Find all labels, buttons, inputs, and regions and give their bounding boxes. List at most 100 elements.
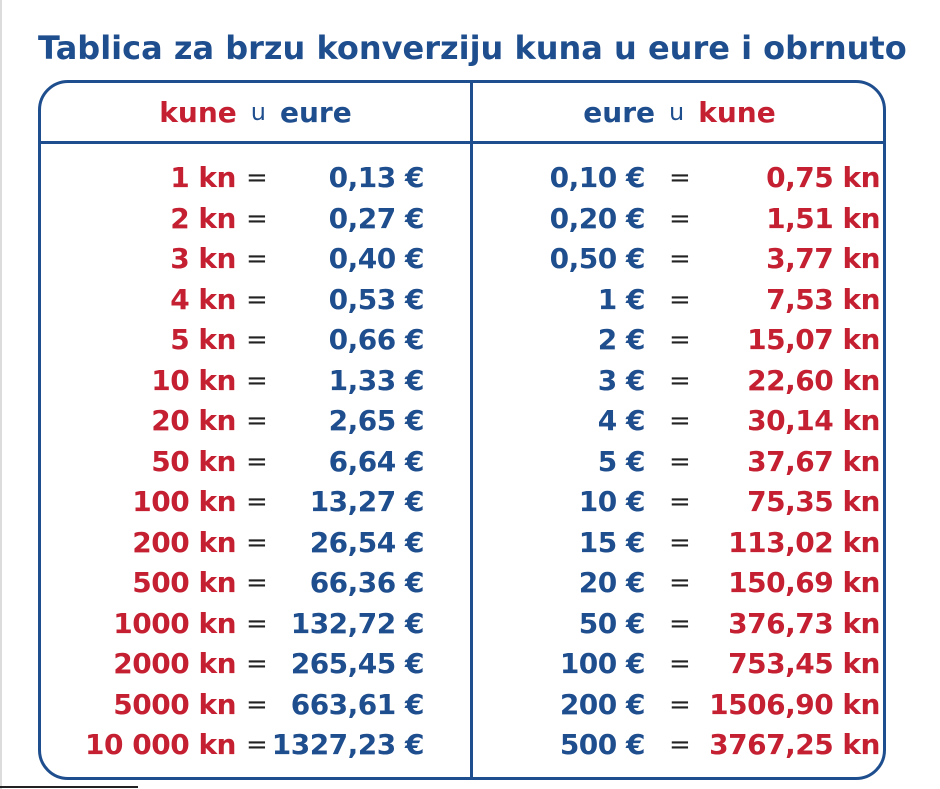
row-eur-value: 1,33 €	[328, 363, 425, 397]
row-eur-value: 20 €	[578, 566, 646, 599]
table-row: 0,10 € = 0,75 kn	[473, 158, 886, 199]
row-eur-value: 0,13 €	[328, 161, 425, 194]
table-row: 1 kn = 0,13 €	[41, 158, 470, 199]
table-row: 200 kn = 26,54 €	[41, 523, 470, 564]
row-kn-value: 7,53 kn	[766, 282, 880, 316]
row-kn-value: 113,02 kn	[728, 525, 880, 559]
equals-sign: =	[669, 406, 691, 436]
table-row: 20 kn = 2,65 €	[41, 401, 470, 442]
equals-sign: =	[669, 730, 691, 760]
row-kn-value: 0,75 kn	[766, 161, 880, 194]
row-kn-value: 1,51 kn	[766, 201, 880, 235]
row-eur-value: 26,54 €	[309, 525, 425, 559]
row-eur-value: 1 €	[597, 282, 646, 316]
row-kn-value: 22,60 kn	[747, 363, 880, 397]
row-eur-value: 66,36 €	[309, 566, 425, 599]
row-eur-value: 2 €	[597, 323, 646, 356]
row-eur-value: 0,40 €	[328, 242, 425, 275]
table-row: 15 € = 113,02 kn	[473, 523, 886, 564]
equals-sign: =	[246, 689, 268, 720]
table-row: 1 € = 7,53 kn	[473, 280, 886, 321]
equals-sign: =	[669, 527, 691, 558]
table-row: 50 € = 376,73 kn	[473, 604, 886, 645]
equals-sign: =	[246, 203, 268, 234]
equals-sign: =	[246, 406, 268, 436]
row-kn-value: 10 000 kn	[85, 728, 236, 761]
table-row: 0,20 € = 1,51 kn	[473, 199, 886, 240]
row-eur-value: 265,45 €	[290, 647, 425, 680]
header-left-word: u	[250, 98, 266, 126]
row-kn-value: 4 kn	[170, 282, 236, 316]
table-row: 100 € = 753,45 kn	[473, 644, 886, 685]
equals-sign: =	[246, 608, 268, 639]
table-row: 3 kn = 0,40 €	[41, 239, 470, 280]
row-eur-value: 50 €	[578, 606, 646, 640]
table-row: 10 € = 75,35 kn	[473, 482, 886, 523]
row-kn-value: 37,67 kn	[747, 444, 880, 478]
equals-sign: =	[669, 244, 691, 274]
table-row: 500 kn = 66,36 €	[41, 563, 470, 604]
equals-sign: =	[669, 689, 691, 720]
page-title: Tablica za brzu konverziju kuna u eure i…	[38, 29, 907, 67]
equals-sign: =	[246, 649, 268, 679]
equals-sign: =	[669, 568, 691, 598]
equals-sign: =	[669, 203, 691, 234]
equals-sign: =	[669, 163, 691, 193]
table-row: 2000 kn = 265,45 €	[41, 644, 470, 685]
equals-sign: =	[669, 284, 691, 315]
row-eur-value: 0,66 €	[328, 323, 425, 356]
eure-to-kune-list: 0,10 € = 0,75 kn 0,20 € = 1,51 kn 0,50 € = 3,77 …	[473, 158, 886, 766]
row-eur-value: 200 €	[559, 687, 646, 721]
header-eure-to-kune: eure u kune	[473, 83, 886, 141]
bottom-edge-line	[0, 786, 138, 788]
row-kn-value: 2 kn	[170, 201, 236, 235]
row-kn-value: 100 kn	[132, 485, 236, 518]
equals-sign: =	[669, 325, 691, 355]
row-kn-value: 3 kn	[170, 242, 236, 275]
table-row: 10 000 kn = 1327,23 €	[41, 725, 470, 766]
table-row: 50 kn = 6,64 €	[41, 442, 470, 483]
equals-sign: =	[669, 487, 691, 517]
row-eur-value: 663,61 €	[290, 687, 425, 721]
equals-sign: =	[246, 325, 268, 355]
equals-sign: =	[246, 568, 268, 598]
row-kn-value: 10 kn	[151, 363, 236, 397]
row-eur-value: 1327,23 €	[271, 728, 425, 761]
row-eur-value: 13,27 €	[309, 485, 425, 518]
row-kn-value: 3,77 kn	[766, 242, 880, 275]
row-kn-value: 30,14 kn	[747, 404, 880, 437]
row-kn-value: 15,07 kn	[747, 323, 880, 356]
equals-sign: =	[246, 487, 268, 517]
row-kn-value: 3767,25 kn	[709, 728, 880, 761]
row-eur-value: 0,27 €	[328, 201, 425, 235]
table-row: 1000 kn = 132,72 €	[41, 604, 470, 645]
table-row: 2 kn = 0,27 €	[41, 199, 470, 240]
equals-sign: =	[669, 446, 691, 477]
equals-sign: =	[246, 284, 268, 315]
equals-sign: =	[246, 527, 268, 558]
row-eur-value: 500 €	[559, 728, 646, 761]
row-kn-value: 5 kn	[170, 323, 236, 356]
row-eur-value: 4 €	[597, 404, 646, 437]
row-kn-value: 376,73 kn	[728, 606, 880, 640]
row-kn-value: 20 kn	[151, 404, 236, 437]
header-right-word: u	[669, 98, 685, 126]
row-kn-value: 1000 kn	[113, 606, 236, 640]
row-eur-value: 2,65 €	[328, 404, 425, 437]
table-row: 5 € = 37,67 kn	[473, 442, 886, 483]
row-eur-value: 0,50 €	[549, 242, 646, 275]
equals-sign: =	[246, 730, 268, 760]
equals-sign: =	[246, 244, 268, 274]
row-kn-value: 753,45 kn	[728, 647, 880, 680]
equals-sign: =	[669, 365, 691, 396]
row-eur-value: 0,20 €	[549, 201, 646, 235]
header-divider	[41, 141, 883, 144]
equals-sign: =	[246, 446, 268, 477]
row-eur-value: 3 €	[597, 363, 646, 397]
conversion-table: kune u eure eure u kune 1 kn = 0,13 € 2 kn =…	[38, 80, 886, 780]
table-row: 3 € = 22,60 kn	[473, 361, 886, 402]
kune-to-eure-list: 1 kn = 0,13 € 2 kn = 0,27 € 3 kn = 0,40 € 4 kn = 0,…	[41, 158, 470, 766]
row-eur-value: 5 €	[597, 444, 646, 478]
row-eur-value: 10 €	[578, 485, 646, 518]
row-kn-value: 50 kn	[151, 444, 236, 478]
